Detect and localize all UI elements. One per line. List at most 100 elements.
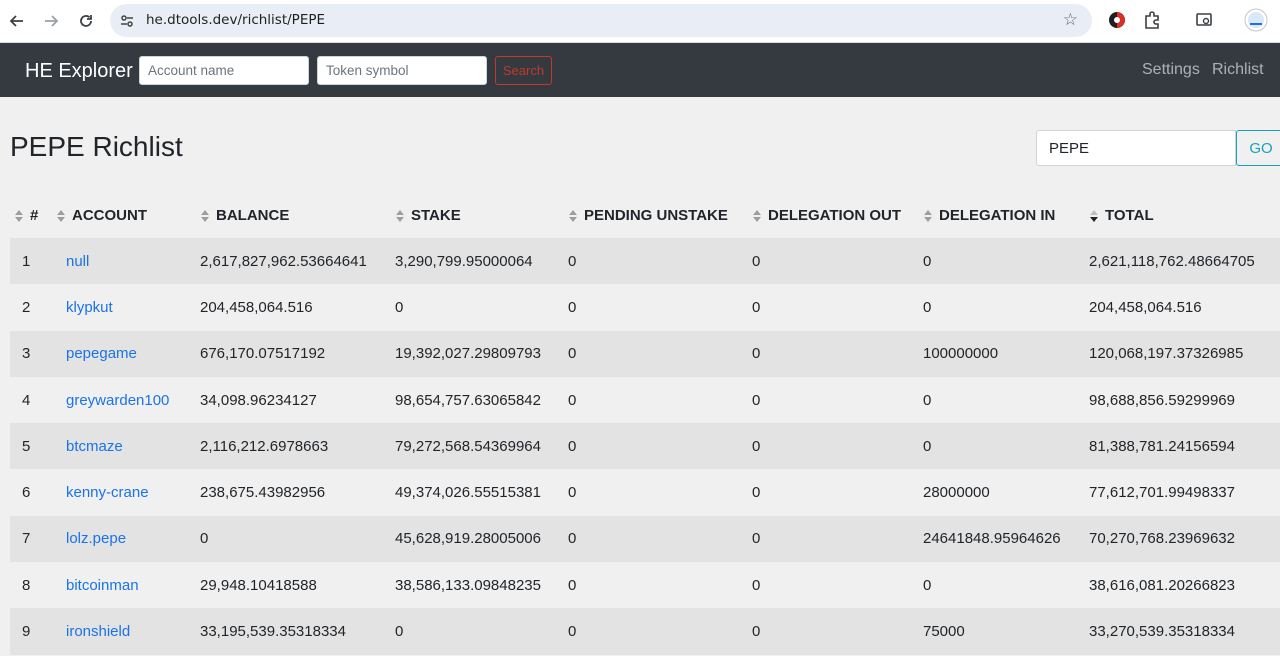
puzzle-extensions-icon[interactable]: [1140, 8, 1164, 32]
address-bar[interactable]: he.dtools.dev/richlist/PEPE ☆: [110, 4, 1092, 37]
account-cell: null: [56, 238, 200, 284]
rank-cell: 5: [22, 437, 31, 455]
account-cell: klypkut: [56, 284, 200, 330]
brand-logo[interactable]: HE Explorer: [25, 60, 133, 82]
url-text: he.dtools.dev/richlist/PEPE: [146, 12, 326, 28]
delegation-in-cell: 100000000: [923, 345, 999, 363]
rank-cell: 3: [22, 345, 31, 363]
sort-icon: [395, 209, 407, 223]
account-cell: pepegame: [56, 331, 200, 377]
balance-cell: 2,617,827,962.53664641: [200, 252, 367, 270]
pending-unstake-cell: 0: [568, 298, 577, 316]
account-name-input[interactable]: [139, 56, 309, 85]
pending-unstake-cell: 0: [568, 391, 577, 409]
pending-unstake-cell: 0: [568, 252, 577, 270]
token-symbol-input[interactable]: [317, 56, 487, 85]
sort-desc-icon: [1089, 209, 1101, 223]
delegation-out-cell: 0: [752, 484, 761, 502]
sort-icon: [923, 209, 935, 223]
column-header-label: DELEGATION OUT: [768, 206, 902, 224]
column-header-delegation-in[interactable]: DELEGATION IN: [923, 192, 1089, 238]
stake-cell: 0: [395, 623, 404, 641]
go-button[interactable]: GO: [1236, 130, 1280, 166]
app-navbar: HE Explorer Search Settings Richlist: [0, 43, 1280, 97]
tab-search-icon[interactable]: [1192, 8, 1216, 32]
balance-cell: 33,195,539.35318334: [200, 623, 346, 641]
table-row: 5 btcmaze 2,116,212.6978663 79,272,568.5436…: [10, 423, 1280, 470]
rank-cell: 9: [22, 623, 31, 641]
sort-icon: [752, 209, 764, 223]
table-row: 1 null 2,617,827,962.53664641 3,290,799.950…: [10, 238, 1280, 285]
bookmark-star-icon[interactable]: ☆: [1062, 10, 1078, 29]
search-button[interactable]: Search: [495, 56, 552, 85]
rank-cell: 4: [22, 391, 31, 409]
token-filter-input[interactable]: [1036, 130, 1236, 166]
back-icon[interactable]: [4, 8, 30, 34]
delegation-out-cell: 0: [752, 576, 761, 594]
account-link[interactable]: null: [66, 252, 90, 270]
reload-icon[interactable]: [73, 8, 99, 34]
account-cell: kenny-crane: [56, 469, 200, 515]
pending-unstake-cell: 0: [568, 576, 577, 594]
column-header-delegation-out[interactable]: DELEGATION OUT: [752, 192, 923, 238]
profile-avatar[interactable]: [1243, 7, 1269, 33]
total-cell: 38,616,081.20266823: [1089, 576, 1235, 594]
rank-cell: 7: [22, 530, 31, 548]
rank-cell: 2: [22, 298, 31, 316]
balance-cell: 34,098.96234127: [200, 391, 317, 409]
delegation-in-cell: 75000: [923, 623, 965, 641]
balance-cell: 676,170.07517192: [200, 345, 326, 363]
delegation-in-cell: 0: [923, 437, 932, 455]
column-header-stake[interactable]: STAKE: [395, 192, 568, 238]
delegation-out-cell: 0: [752, 298, 761, 316]
delegation-in-cell: 0: [923, 391, 932, 409]
column-header-label: BALANCE: [216, 206, 290, 224]
balance-cell: 29,948.10418588: [200, 576, 317, 594]
column-header-rank[interactable]: #: [10, 192, 56, 238]
pending-unstake-cell: 0: [568, 623, 577, 641]
table-body: 1 null 2,617,827,962.53664641 3,290,799.950…: [10, 238, 1280, 655]
stake-cell: 45,628,919.28005006: [395, 530, 541, 548]
rank-cell: 6: [22, 484, 31, 502]
nav-link-settings[interactable]: Settings: [1142, 61, 1200, 78]
extension-icon[interactable]: [1105, 8, 1129, 32]
account-link[interactable]: klypkut: [66, 298, 113, 316]
balance-cell: 204,458,064.516: [200, 298, 313, 316]
column-header-label: STAKE: [411, 206, 461, 224]
delegation-in-cell: 28000000: [923, 484, 990, 502]
nav-link-richlist[interactable]: Richlist: [1212, 61, 1264, 78]
account-link[interactable]: bitcoinman: [66, 576, 139, 594]
column-header-label: ACCOUNT: [72, 206, 147, 224]
site-info-icon[interactable]: [118, 12, 136, 30]
rank-cell: 1: [22, 252, 31, 270]
balance-cell: 2,116,212.6978663: [200, 437, 329, 455]
column-header-balance[interactable]: BALANCE: [200, 192, 395, 238]
column-header-label: DELEGATION IN: [939, 206, 1056, 224]
page-title: PEPE Richlist: [10, 131, 183, 162]
account-link[interactable]: lolz.pepe: [66, 530, 127, 548]
sort-icon: [56, 209, 68, 223]
balance-cell: 0: [200, 530, 209, 548]
account-link[interactable]: pepegame: [66, 345, 137, 363]
account-link[interactable]: ironshield: [66, 623, 131, 641]
column-header-pending-unstake[interactable]: PENDING UNSTAKE: [568, 192, 752, 238]
stake-cell: 98,654,757.63065842: [395, 391, 541, 409]
pending-unstake-cell: 0: [568, 345, 577, 363]
account-link[interactable]: kenny-crane: [66, 484, 149, 502]
account-cell: greywarden100: [56, 377, 200, 423]
account-cell: ironshield: [56, 608, 200, 654]
table-row: 6 kenny-crane 238,675.43982956 49,374,026.5…: [10, 469, 1280, 516]
total-cell: 70,270,768.23969632: [1089, 530, 1235, 548]
total-cell: 2,621,118,762.48664705: [1089, 252, 1255, 270]
total-cell: 98,688,856.59299969: [1089, 391, 1235, 409]
account-link[interactable]: btcmaze: [66, 437, 123, 455]
column-header-total[interactable]: TOTAL: [1089, 192, 1280, 238]
delegation-out-cell: 0: [752, 345, 761, 363]
stake-cell: 19,392,027.29809793: [395, 345, 541, 363]
account-link[interactable]: greywarden100: [66, 391, 170, 409]
balance-cell: 238,675.43982956: [200, 484, 326, 502]
forward-icon[interactable]: [38, 8, 64, 34]
account-cell: bitcoinman: [56, 562, 200, 608]
pending-unstake-cell: 0: [568, 484, 577, 502]
column-header-account[interactable]: ACCOUNT: [56, 192, 200, 238]
